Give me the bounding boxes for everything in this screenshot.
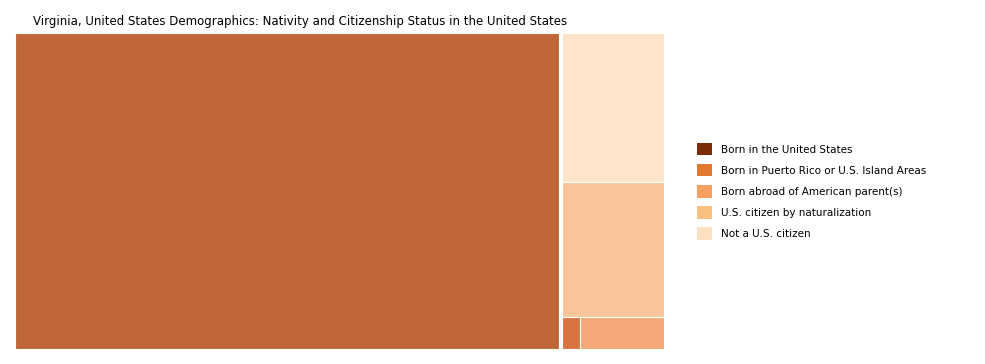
- Bar: [15, 33, 559, 349]
- Text: Virginia, United States Demographics: Nativity and Citizenship Status in the Uni: Virginia, United States Demographics: Na…: [33, 15, 567, 28]
- Bar: [561, 33, 664, 182]
- Legend: Born in the United States, Born in Puerto Rico or U.S. Island Areas, Born abroad: Born in the United States, Born in Puert…: [692, 139, 930, 244]
- Bar: [580, 317, 664, 349]
- Bar: [561, 317, 580, 349]
- Bar: [561, 182, 664, 317]
